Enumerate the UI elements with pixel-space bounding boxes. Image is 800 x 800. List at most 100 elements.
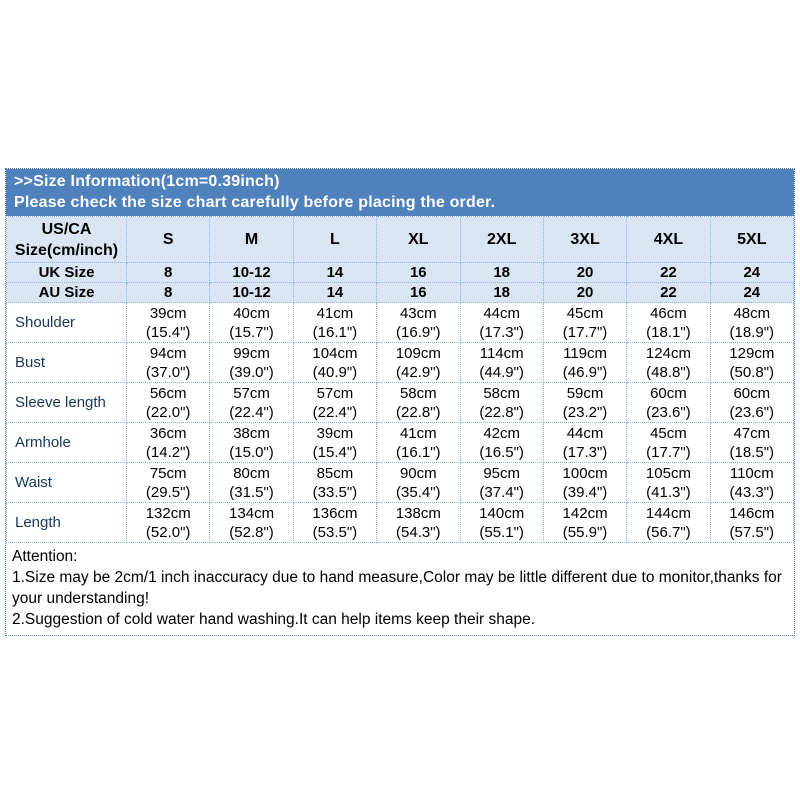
- measurement-label: Sleeve length: [6, 382, 127, 423]
- measurement-label: Bust: [6, 342, 127, 383]
- measurement-cell: 114cm (44.9"): [459, 342, 544, 383]
- measurement-cell: 99cm (39.0"): [209, 342, 294, 383]
- measurement-cell: 60cm (23.6"): [709, 382, 795, 423]
- attention-section: Attention: 1.Size may be 2cm/1 inch inac…: [6, 543, 794, 635]
- size-column-header: 3XL: [542, 216, 628, 263]
- uk-size-label: UK Size: [6, 262, 127, 283]
- measurement-cell: 140cm (55.1"): [459, 502, 544, 543]
- banner-title: >>Size Information(1cm=0.39inch): [14, 173, 280, 190]
- size-column-header: XL: [376, 216, 461, 263]
- measurement-cell: 134cm (52.8"): [209, 502, 294, 543]
- measurement-cell: 42cm (16.5"): [459, 422, 544, 463]
- table-row-shoulder: Shoulder 39cm (15.4") 40cm (15.7") 41cm …: [6, 302, 795, 343]
- au-size-cell: 18: [459, 282, 544, 303]
- measurement-cell: 104cm (40.9"): [292, 342, 378, 383]
- measurement-cell: 45cm (17.7"): [626, 422, 711, 463]
- measurement-cell: 95cm (37.4"): [459, 462, 544, 503]
- attention-heading: Attention:: [12, 548, 78, 565]
- size-column-header: M: [209, 216, 294, 263]
- measurement-cell: 94cm (37.0"): [125, 342, 211, 383]
- uk-size-cell: 10-12: [209, 262, 294, 283]
- size-column-header: S: [125, 216, 211, 263]
- size-column-header: 4XL: [626, 216, 711, 263]
- attention-note-1: 1.Size may be 2cm/1 inch inaccuracy due …: [12, 569, 782, 607]
- au-size-cell: 10-12: [209, 282, 294, 303]
- measurement-cell: 105cm (41.3"): [626, 462, 711, 503]
- measurement-label: Waist: [6, 462, 127, 503]
- measurement-cell: 138cm (54.3"): [376, 502, 461, 543]
- measurement-cell: 129cm (50.8"): [709, 342, 795, 383]
- size-info-banner: >>Size Information(1cm=0.39inch) Please …: [6, 169, 794, 216]
- measurement-cell: 110cm (43.3"): [709, 462, 795, 503]
- measurement-cell: 142cm (55.9"): [542, 502, 628, 543]
- au-size-cell: 14: [292, 282, 378, 303]
- uk-size-cell: 14: [292, 262, 378, 283]
- measurement-cell: 90cm (35.4"): [376, 462, 461, 503]
- table-row-length: Length 132cm (52.0") 134cm (52.8") 136cm…: [6, 502, 795, 543]
- au-size-cell: 22: [626, 282, 711, 303]
- measurement-cell: 57cm (22.4"): [292, 382, 378, 423]
- measurement-cell: 39cm (15.4"): [292, 422, 378, 463]
- corner-header-cell: US/CA Size(cm/inch): [6, 216, 127, 263]
- uk-size-cell: 20: [542, 262, 628, 283]
- measurement-cell: 48cm (18.9"): [709, 302, 795, 343]
- measurement-cell: 124cm (48.8"): [626, 342, 711, 383]
- size-table: US/CA Size(cm/inch) S M L XL 2XL 3XL 4XL…: [6, 216, 795, 543]
- measurement-cell: 44cm (17.3"): [542, 422, 628, 463]
- measurement-cell: 132cm (52.0"): [125, 502, 211, 543]
- uk-size-cell: 16: [376, 262, 461, 283]
- au-size-cell: 8: [125, 282, 211, 303]
- size-column-header: 2XL: [459, 216, 544, 263]
- measurement-label: Shoulder: [6, 302, 127, 343]
- uk-size-cell: 8: [125, 262, 211, 283]
- measurement-cell: 136cm (53.5"): [292, 502, 378, 543]
- au-size-cell: 20: [542, 282, 628, 303]
- measurement-cell: 45cm (17.7"): [542, 302, 628, 343]
- measurement-cell: 146cm (57.5"): [709, 502, 795, 543]
- measurement-cell: 75cm (29.5"): [125, 462, 211, 503]
- measurement-cell: 38cm (15.0"): [209, 422, 294, 463]
- table-row-bust: Bust 94cm (37.0") 99cm (39.0") 104cm (40…: [6, 342, 795, 383]
- measurement-label: Length: [6, 502, 127, 543]
- uk-size-cell: 24: [709, 262, 795, 283]
- measurement-cell: 58cm (22.8"): [376, 382, 461, 423]
- measurement-cell: 59cm (23.2"): [542, 382, 628, 423]
- measurement-cell: 39cm (15.4"): [125, 302, 211, 343]
- measurement-label: Armhole: [6, 422, 127, 463]
- measurement-cell: 41cm (16.1"): [376, 422, 461, 463]
- measurement-cell: 46cm (18.1"): [626, 302, 711, 343]
- measurement-cell: 109cm (42.9"): [376, 342, 461, 383]
- measurement-cell: 36cm (14.2"): [125, 422, 211, 463]
- measurement-cell: 60cm (23.6"): [626, 382, 711, 423]
- measurement-cell: 47cm (18.5"): [709, 422, 795, 463]
- au-size-cell: 16: [376, 282, 461, 303]
- table-row-armhole: Armhole 36cm (14.2") 38cm (15.0") 39cm (…: [6, 422, 795, 463]
- measurement-cell: 80cm (31.5"): [209, 462, 294, 503]
- au-size-label: AU Size: [6, 282, 127, 303]
- uk-size-cell: 22: [626, 262, 711, 283]
- table-row-sleeve-length: Sleeve length 56cm (22.0") 57cm (22.4") …: [6, 382, 795, 423]
- measurement-cell: 144cm (56.7"): [626, 502, 711, 543]
- table-row-uk-size: UK Size 8 10-12 14 16 18 20 22 24: [6, 262, 795, 283]
- measurement-cell: 57cm (22.4"): [209, 382, 294, 423]
- measurement-cell: 40cm (15.7"): [209, 302, 294, 343]
- attention-note-2: 2.Suggestion of cold water hand washing.…: [12, 611, 536, 628]
- measurement-cell: 56cm (22.0"): [125, 382, 211, 423]
- table-row-size-header: US/CA Size(cm/inch) S M L XL 2XL 3XL 4XL…: [6, 216, 795, 263]
- au-size-cell: 24: [709, 282, 795, 303]
- measurement-cell: 43cm (16.9"): [376, 302, 461, 343]
- measurement-cell: 58cm (22.8"): [459, 382, 544, 423]
- measurement-cell: 119cm (46.9"): [542, 342, 628, 383]
- size-chart-frame: >>Size Information(1cm=0.39inch) Please …: [5, 168, 795, 636]
- table-row-au-size: AU Size 8 10-12 14 16 18 20 22 24: [6, 282, 795, 303]
- table-row-waist: Waist 75cm (29.5") 80cm (31.5") 85cm (33…: [6, 462, 795, 503]
- measurement-cell: 41cm (16.1"): [292, 302, 378, 343]
- measurement-cell: 85cm (33.5"): [292, 462, 378, 503]
- size-column-header: L: [292, 216, 378, 263]
- measurement-cell: 44cm (17.3"): [459, 302, 544, 343]
- banner-subtitle: Please check the size chart carefully be…: [14, 194, 496, 211]
- uk-size-cell: 18: [459, 262, 544, 283]
- measurement-cell: 100cm (39.4"): [542, 462, 628, 503]
- size-column-header: 5XL: [709, 216, 795, 263]
